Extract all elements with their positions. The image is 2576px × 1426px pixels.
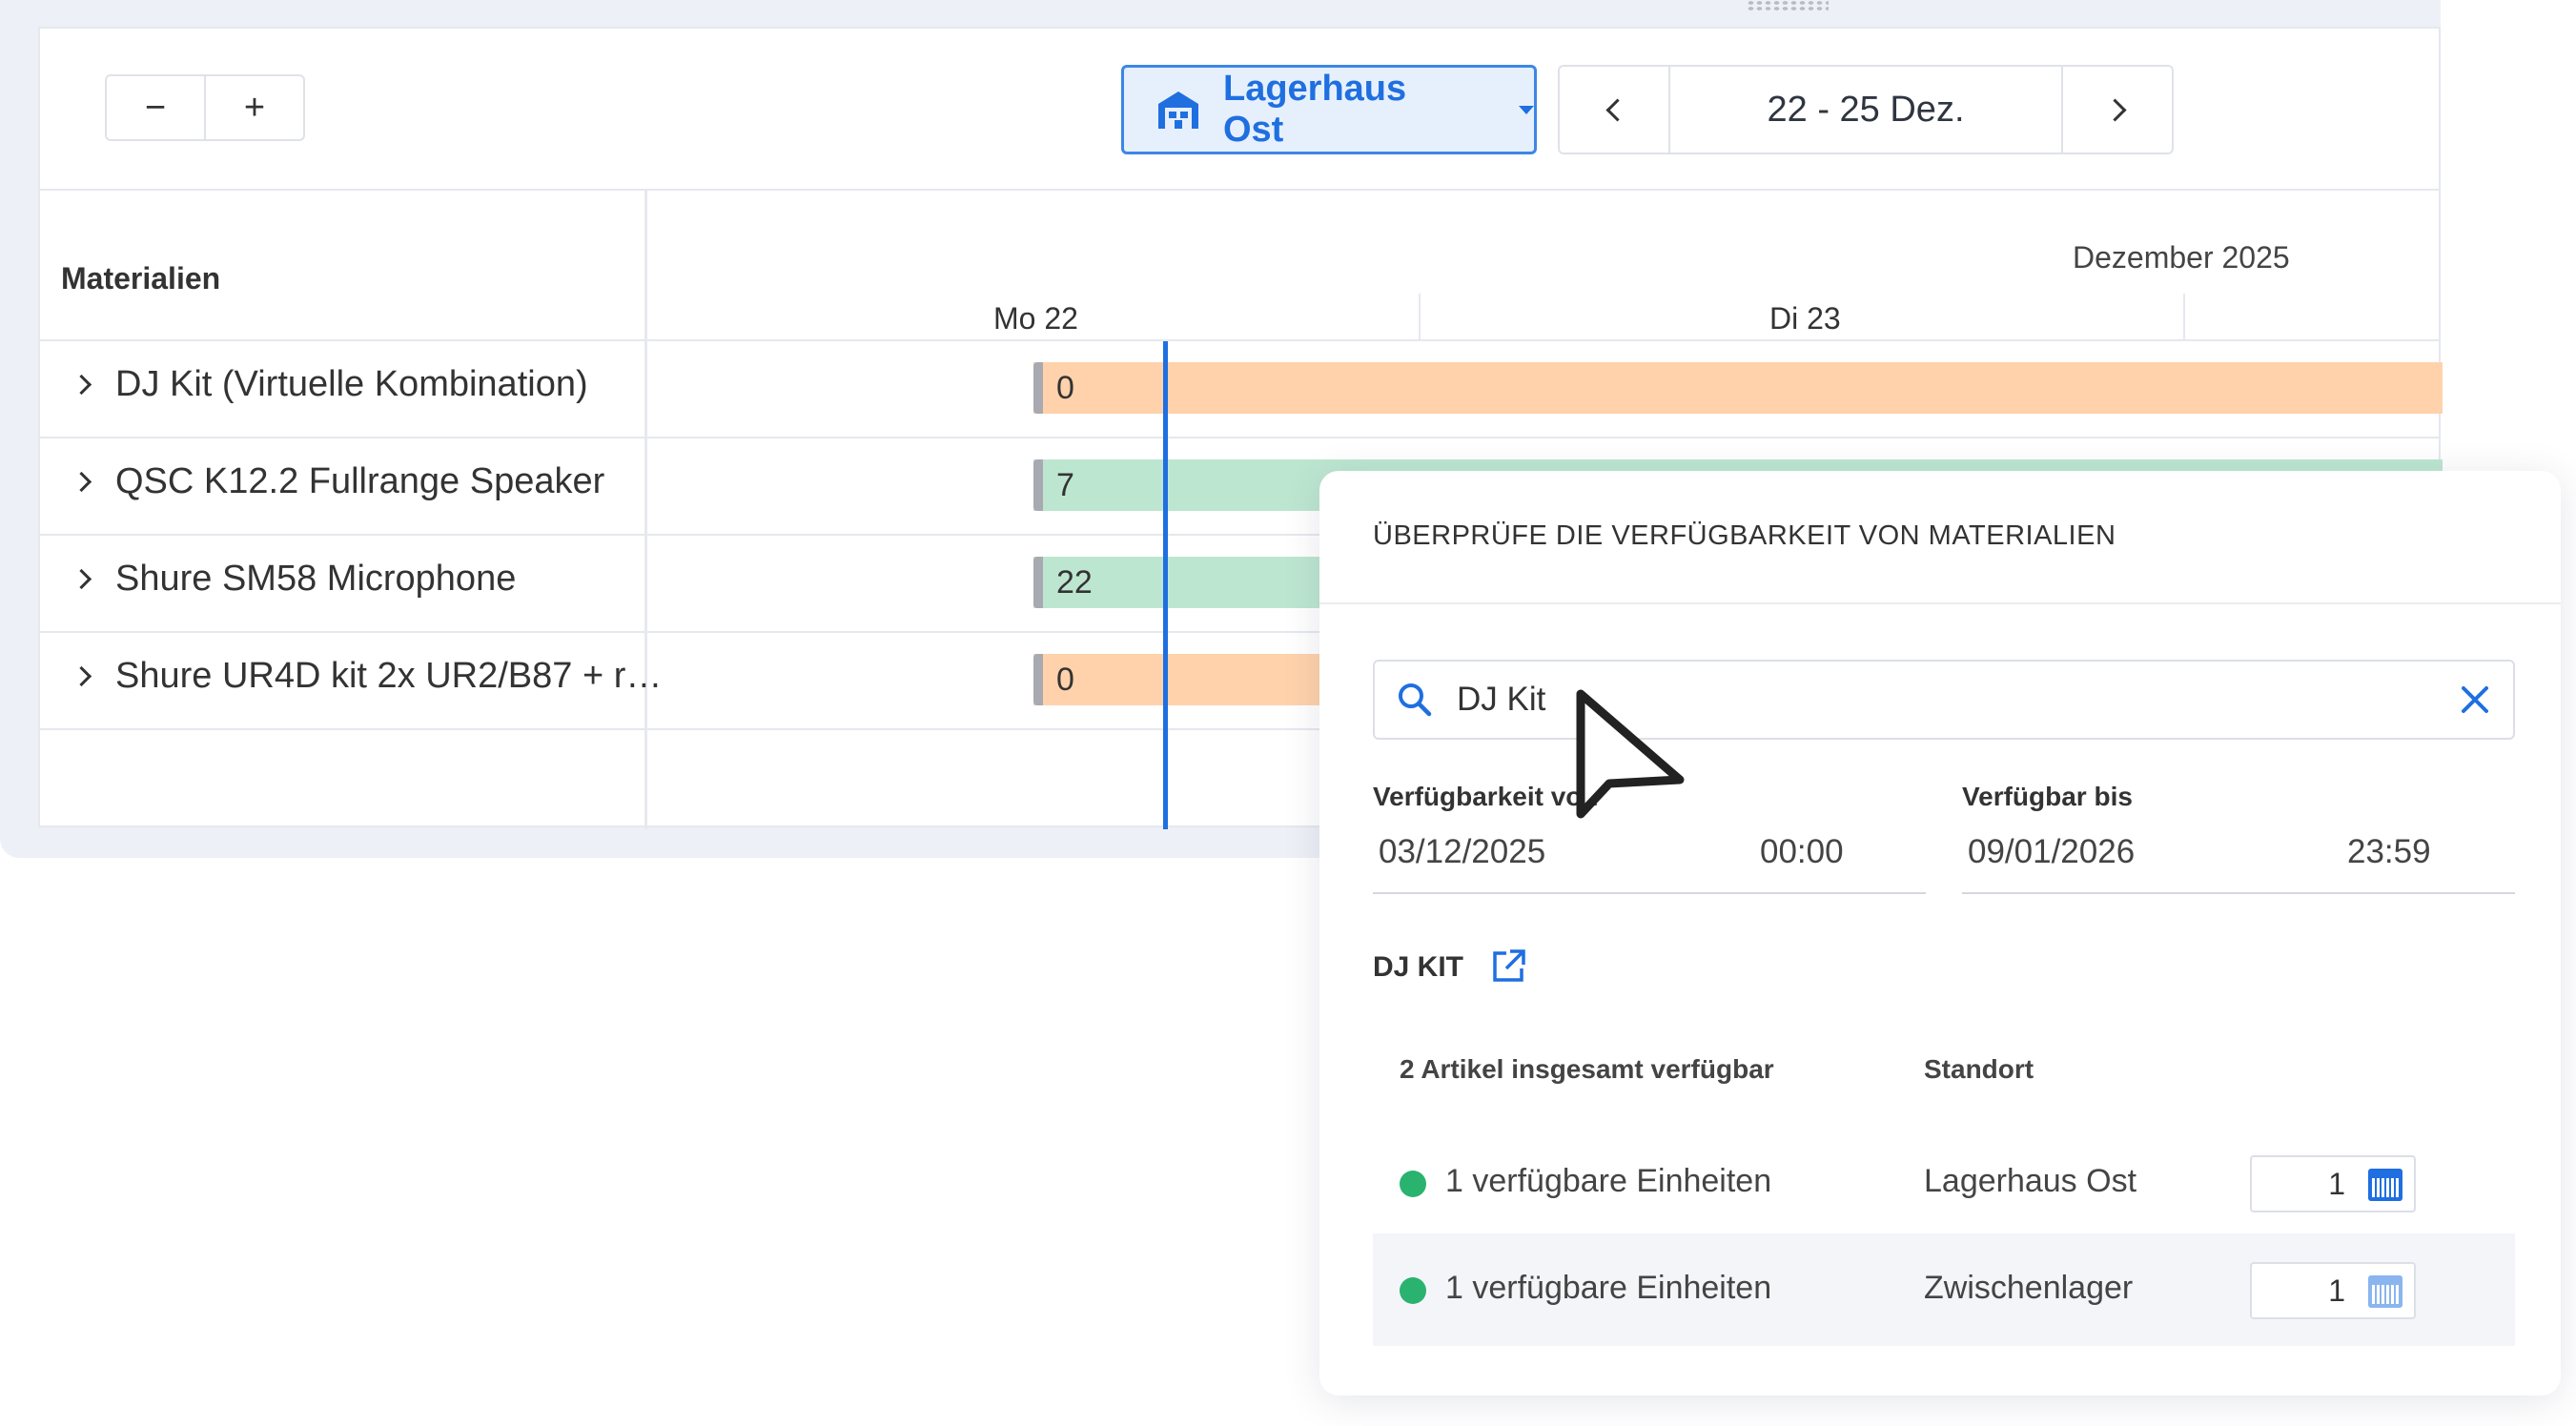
from-time-field[interactable]: 00:00 bbox=[1760, 833, 1844, 870]
material-name: Shure SM58 Microphone bbox=[115, 559, 517, 599]
available-status-dot bbox=[1400, 1171, 1426, 1197]
mouse-pointer-icon bbox=[1576, 689, 1685, 819]
bar-value: 0 bbox=[1056, 370, 1074, 406]
availability-row: 1 verfügbare Einheiten Lagerhaus Ost 1 bbox=[1373, 1127, 2515, 1239]
warehouse-icon bbox=[1157, 92, 1198, 129]
quantity-input[interactable]: 1 bbox=[2250, 1155, 2416, 1212]
chevron-right-icon bbox=[71, 471, 92, 493]
toolbar: − + Lagerhaus Ost 22 - 25 Dez. bbox=[40, 29, 2439, 191]
bar-cap bbox=[1033, 654, 1043, 705]
date-range-label[interactable]: 22 - 25 Dez. bbox=[1668, 67, 2063, 153]
day-separator bbox=[2183, 294, 2185, 339]
row-toggle[interactable]: Shure UR4D kit 2x UR2/B87 + r… bbox=[71, 656, 663, 697]
zoom-controls: − + bbox=[105, 74, 305, 141]
bar-value: 22 bbox=[1056, 564, 1093, 601]
availability-bar[interactable]: 0 bbox=[1033, 362, 2443, 414]
bar-value: 7 bbox=[1056, 467, 1074, 503]
divider bbox=[1319, 602, 2561, 604]
quantity-value: 1 bbox=[2328, 1167, 2345, 1201]
location-dropdown[interactable]: Lagerhaus Ost bbox=[1121, 65, 1537, 154]
to-label: Verfügbar bis bbox=[1962, 782, 2133, 811]
bar-cap bbox=[1033, 459, 1043, 511]
bar-cap bbox=[1033, 557, 1043, 608]
chevron-right-icon bbox=[71, 374, 92, 396]
material-name: Shure UR4D kit 2x UR2/B87 + r… bbox=[115, 656, 663, 696]
column-divider bbox=[644, 189, 647, 829]
quantity-value: 1 bbox=[2328, 1273, 2345, 1308]
to-time-field[interactable]: 23:59 bbox=[2347, 833, 2431, 870]
chevron-down-icon bbox=[1519, 105, 1534, 114]
to-date-field[interactable]: 09/01/2026 bbox=[1968, 833, 2136, 870]
day-label-di23: Di 23 bbox=[1769, 301, 1841, 336]
search-icon bbox=[1399, 683, 1432, 717]
chevron-right-icon bbox=[2102, 97, 2127, 122]
row-toggle[interactable]: QSC K12.2 Fullrange Speaker bbox=[71, 461, 605, 502]
kit-title: DJ KIT bbox=[1373, 951, 1464, 983]
location-name: Lagerhaus Ost bbox=[1924, 1163, 2137, 1199]
planner-window: − + Lagerhaus Ost 22 - 25 Dez. bbox=[0, 0, 2443, 858]
close-icon[interactable] bbox=[2458, 682, 2492, 717]
total-available-header: 2 Artikel insgesamt verfügbar bbox=[1400, 1054, 1774, 1084]
field-underline bbox=[1962, 892, 2515, 894]
field-underline bbox=[1373, 892, 1926, 894]
table-icon[interactable] bbox=[2366, 1167, 2404, 1203]
location-label: Lagerhaus Ost bbox=[1222, 69, 1407, 150]
day-separator bbox=[1419, 294, 1421, 339]
location-name: Zwischenlager bbox=[1924, 1270, 2134, 1306]
month-label: Dezember 2025 bbox=[2073, 240, 2290, 275]
external-link-icon[interactable] bbox=[1489, 947, 1527, 986]
next-range-button[interactable] bbox=[2063, 67, 2172, 153]
availability-row: 1 verfügbare Einheiten Zwischenlager 1 bbox=[1373, 1233, 2515, 1346]
available-units: 1 verfügbare Einheiten bbox=[1445, 1270, 1772, 1306]
current-time-line bbox=[1163, 341, 1168, 829]
from-label: Verfügbarkeit von bbox=[1373, 782, 1599, 811]
drag-handle[interactable] bbox=[1747, 0, 1829, 11]
date-navigator: 22 - 25 Dez. bbox=[1558, 65, 2174, 154]
available-status-dot bbox=[1400, 1277, 1426, 1304]
search-value: DJ Kit bbox=[1457, 681, 1546, 718]
bar-cap bbox=[1033, 362, 1043, 414]
table-icon[interactable] bbox=[2366, 1273, 2404, 1310]
from-date-field[interactable]: 03/12/2025 bbox=[1379, 833, 1546, 870]
day-label-mo22: Mo 22 bbox=[993, 301, 1078, 336]
quantity-input[interactable]: 1 bbox=[2250, 1262, 2416, 1319]
previous-range-button[interactable] bbox=[1560, 67, 1668, 153]
chevron-right-icon bbox=[71, 568, 92, 590]
zoom-in-button[interactable]: + bbox=[204, 76, 303, 139]
material-name: DJ Kit (Virtuelle Kombination) bbox=[115, 364, 588, 404]
zoom-out-button[interactable]: − bbox=[144, 87, 167, 128]
bar-value: 0 bbox=[1056, 662, 1074, 698]
panel-title: ÜBERPRÜFE DIE VERFÜGBARKEIT VON MATERIAL… bbox=[1373, 520, 2116, 551]
available-units: 1 verfügbare Einheiten bbox=[1445, 1163, 1772, 1199]
timeline-header: Materialien Dezember 2025 Mo 22 Di 23 bbox=[40, 189, 2439, 341]
material-row: DJ Kit (Virtuelle Kombination) 0 bbox=[40, 341, 2443, 438]
row-toggle[interactable]: DJ Kit (Virtuelle Kombination) bbox=[71, 364, 588, 405]
chevron-left-icon bbox=[1605, 97, 1629, 122]
materials-column-header: Materialien bbox=[61, 261, 221, 295]
search-input[interactable]: DJ Kit bbox=[1373, 660, 2515, 740]
chevron-right-icon bbox=[71, 665, 92, 687]
row-toggle[interactable]: Shure SM58 Microphone bbox=[71, 559, 517, 600]
material-name: QSC K12.2 Fullrange Speaker bbox=[115, 461, 605, 501]
availability-panel: ÜBERPRÜFE DIE VERFÜGBARKEIT VON MATERIAL… bbox=[1319, 471, 2561, 1395]
location-header: Standort bbox=[1924, 1054, 2034, 1084]
